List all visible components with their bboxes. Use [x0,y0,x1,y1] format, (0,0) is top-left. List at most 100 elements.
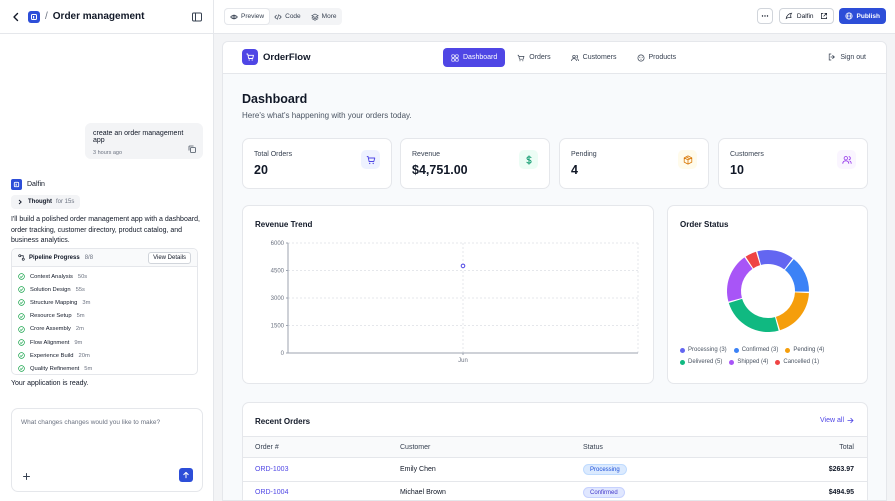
open-app-button[interactable]: Dalfin [778,8,834,24]
stat-icon-box [361,150,380,169]
revenue-trend-title: Revenue Trend [255,220,313,229]
stat-label: Customers [730,151,764,158]
legend-label: Processing (3) [688,347,727,353]
pipeline-step: Flow Alignment 9m [18,336,191,349]
page-subtitle: Here's what's happening with your orders… [242,111,412,120]
step-name: Flow Alignment [30,339,70,346]
thought-duration: for 15s [56,199,75,205]
view-details-button[interactable]: View Details [148,251,191,264]
step-duration: 5m [84,365,93,372]
check-circle-icon [18,365,25,373]
legend-dot [680,359,685,365]
plus-icon[interactable] [22,472,31,481]
revenue-trend-card: Revenue Trend 0 1500 3000 4500 6000 Jun [242,205,654,384]
table-row[interactable]: ORD-1003 Emily Chen Processing $263.97 [243,459,867,482]
data-point [460,263,466,269]
pipeline-progress: Pipeline Progress 8/8 View Details Conte… [11,248,198,375]
customer-name: Michael Brown [400,489,446,496]
more-options-button[interactable] [756,8,773,24]
mode-label: Code [285,13,301,20]
cart-icon [366,155,375,164]
app-preview: OrderFlow Dashboard Orders Customers Pro… [222,41,887,501]
step-duration: 9m [74,339,83,346]
column-header[interactable]: Order # [255,444,279,451]
column-header[interactable]: Status [583,444,603,451]
pie-slice-confirmed [784,259,809,292]
table-row[interactable]: ORD-1004 Michael Brown Confirmed $494.95 [243,482,867,500]
stat-card-customers: Customers 10 [718,138,868,189]
users-icon [570,54,579,61]
legend-label: Pending (4) [793,347,825,353]
users-icon [841,155,852,164]
stat-card-total-orders: Total Orders 20 [242,138,392,189]
check-circle-icon [18,326,25,333]
top-toolbar: Preview Code More Dalfin Publish [214,0,895,34]
chevron-left-icon[interactable] [10,11,22,23]
log-out-icon [829,53,836,61]
user-message-time: 3 hours ago [93,150,123,156]
publish-label: Publish [856,12,880,20]
nav-products[interactable]: Products [629,48,685,67]
send-button[interactable] [179,468,193,482]
user-message-text: create an order management app [93,130,184,144]
legend-item: Pending (4) [785,344,824,356]
copy-icon[interactable] [188,145,196,153]
legend-label: Shipped (4) [737,359,769,365]
column-header[interactable]: Customer [400,444,431,451]
check-circle-icon [18,273,25,280]
legend-dot [785,347,791,353]
nav-orders[interactable]: Orders [509,48,558,67]
nav-customers[interactable]: Customers [563,48,625,67]
stat-value: 10 [730,163,744,177]
status-badge: Confirmed [583,487,625,498]
publish-button[interactable]: Publish [838,8,886,24]
y-tick-label: 4500 [271,269,285,275]
order-id-link[interactable]: ORD-1004 [255,489,289,496]
view-all-link[interactable]: View all [820,417,854,424]
pipeline-step: Solution Design 55s [18,283,191,296]
brand[interactable]: OrderFlow [242,49,311,65]
brand-logo-icon [242,49,258,65]
y-tick-label: 0 [281,351,285,357]
nav-dashboard[interactable]: Dashboard [443,48,506,67]
stat-value: $4,751.00 [412,163,468,177]
mode-label: Preview [241,13,265,20]
user-label: Dalfin [796,12,814,20]
nav-label: Customers [582,54,617,61]
mode-code[interactable]: Code [269,9,306,24]
app-navbar: OrderFlow Dashboard Orders Customers Pro… [223,42,886,74]
legend-label: Cancelled (1) [783,359,820,365]
stat-icon-box [519,150,538,169]
pie-slice-pending [775,292,809,331]
thought-toggle[interactable]: Thought for 15s [11,195,81,209]
box-icon [683,155,692,164]
stat-label: Total Orders [254,151,293,158]
dalfin-logo-icon [785,12,793,20]
sidebar-toggle-icon[interactable] [191,11,203,23]
status-badge: Processing [583,464,627,475]
step-duration: 3m [82,299,91,306]
pipeline-step: Structure Mapping 3m [18,296,191,309]
pie-slice-shipped [727,257,753,302]
nav-label: Products [648,54,677,61]
stat-icon-box [837,150,856,169]
stat-label: Revenue [412,151,441,158]
toolbar-actions: Dalfin Publish [756,8,886,24]
revenue-trend-chart: 0 1500 3000 4500 6000 Jun [271,241,639,364]
column-header[interactable]: Total [839,444,854,451]
mode-preview[interactable]: Preview [225,9,270,24]
pipeline-step: Resource Setup 5m [18,310,191,323]
message-composer[interactable]: What changes changes would you like to m… [11,408,203,492]
order-id-link[interactable]: ORD-1003 [255,466,289,473]
nav-label: Orders [529,54,551,61]
pipeline-count: 8/8 [84,254,94,261]
pie-slice-cancelled [745,251,761,269]
stat-value: 4 [571,163,578,177]
thought-label: Thought [28,199,52,205]
mode-more[interactable]: More [306,9,342,24]
legend-label: Confirmed (3) [741,347,779,353]
sign-out-button[interactable]: Sign out [828,53,866,61]
composer-input[interactable]: What changes changes would you like to m… [21,419,161,426]
view-mode-switcher: Preview Code More [224,8,343,25]
grid-icon [451,53,459,62]
